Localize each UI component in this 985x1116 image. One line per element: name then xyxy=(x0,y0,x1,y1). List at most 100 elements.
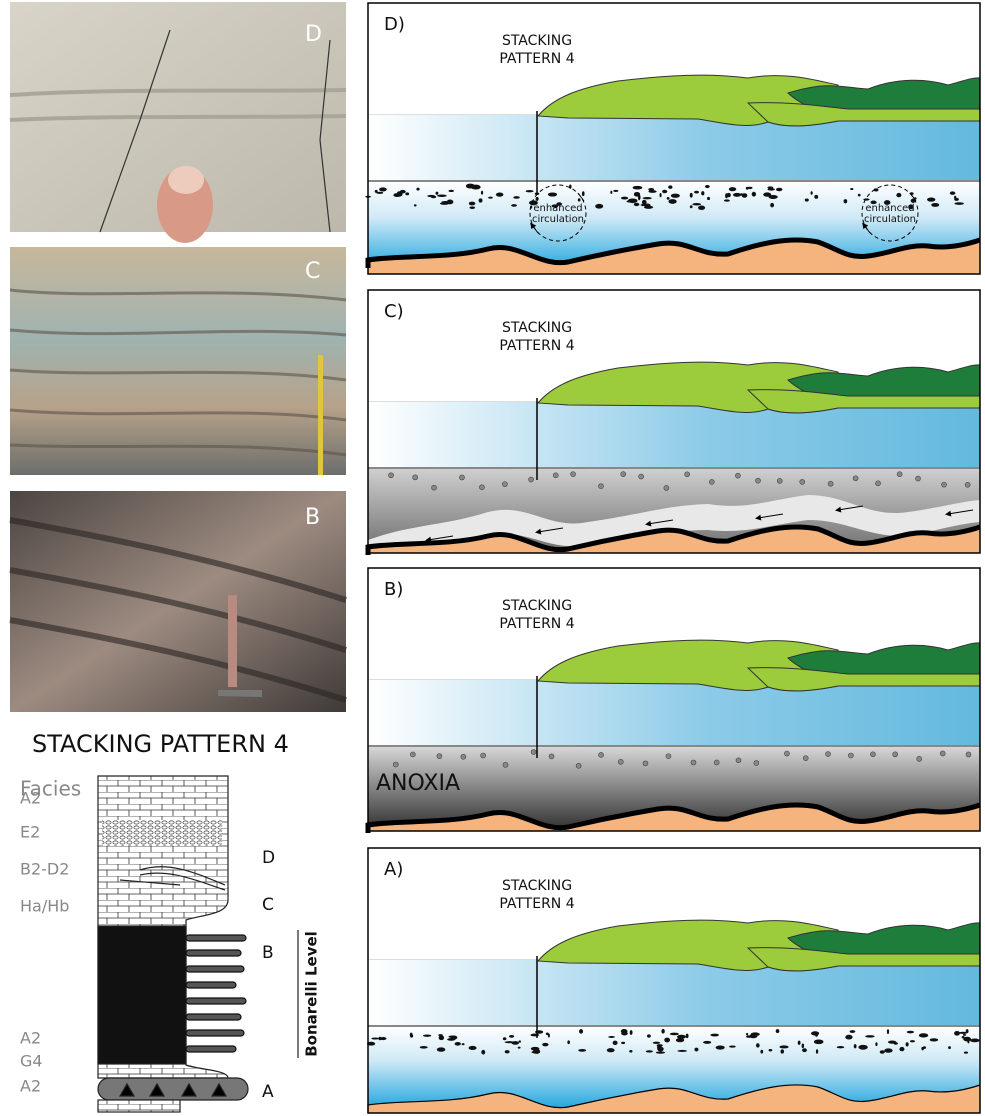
speck xyxy=(581,191,585,197)
particle xyxy=(575,762,582,769)
particle xyxy=(713,759,720,766)
speck xyxy=(887,1040,897,1044)
speck xyxy=(705,184,710,189)
column-title: STACKING PATTERN 4 xyxy=(32,730,289,758)
speck xyxy=(843,199,848,204)
speck xyxy=(655,1051,666,1054)
facies-heading: Facies xyxy=(20,777,81,801)
speck xyxy=(427,194,436,198)
speck xyxy=(954,202,964,205)
facies-label: A2 xyxy=(20,1077,41,1096)
panel-frame xyxy=(367,289,981,554)
speck xyxy=(749,1034,758,1039)
speck xyxy=(662,189,668,194)
speck xyxy=(948,1046,951,1050)
speck xyxy=(685,1033,689,1039)
speck xyxy=(480,190,484,195)
speck xyxy=(896,192,902,198)
level-label: B xyxy=(262,943,274,963)
speck xyxy=(768,194,778,199)
photo-label: C xyxy=(305,259,320,284)
particle xyxy=(459,474,465,481)
speck xyxy=(858,1044,868,1050)
speck xyxy=(779,1045,789,1049)
speck xyxy=(379,187,387,192)
particle xyxy=(460,753,467,760)
speck xyxy=(922,1046,927,1049)
speck xyxy=(469,206,476,210)
speck xyxy=(413,204,417,207)
speck xyxy=(802,1048,807,1053)
speck xyxy=(703,1040,712,1044)
speck xyxy=(797,1040,801,1045)
speck xyxy=(465,183,475,189)
speck xyxy=(509,1035,515,1038)
panel: C) STACKING PATTERN 4 xyxy=(365,289,981,555)
speck xyxy=(732,192,742,197)
circulation-arrow xyxy=(532,192,585,234)
speck xyxy=(863,198,870,201)
speck xyxy=(419,1046,428,1049)
speck xyxy=(883,200,891,205)
speck xyxy=(815,1049,819,1054)
speck xyxy=(931,202,940,207)
speck xyxy=(502,1037,507,1041)
speck xyxy=(438,1034,443,1037)
speck xyxy=(632,185,643,190)
stacking-label: STACKING xyxy=(502,33,572,49)
speck xyxy=(629,1049,633,1053)
stacking-label: STACKING xyxy=(502,320,572,336)
speck xyxy=(918,1033,929,1038)
speck xyxy=(849,1030,856,1033)
bottom-current xyxy=(368,495,980,555)
particle xyxy=(776,478,783,484)
speck xyxy=(641,199,647,205)
speck xyxy=(481,1049,486,1055)
speck xyxy=(556,202,563,206)
seafloor xyxy=(365,802,981,833)
speck xyxy=(689,205,693,209)
speck xyxy=(836,1046,845,1049)
speck xyxy=(545,1032,549,1035)
speck xyxy=(747,186,753,190)
speck xyxy=(970,1038,980,1043)
particle xyxy=(892,751,898,758)
particle xyxy=(852,475,859,482)
flow-arrow xyxy=(425,535,454,543)
speck xyxy=(645,1050,653,1053)
circulation-arrow xyxy=(864,192,917,234)
speck xyxy=(612,1040,618,1046)
speck xyxy=(446,199,454,205)
basement xyxy=(368,239,980,274)
speck xyxy=(513,196,520,199)
particle xyxy=(665,753,672,759)
speck xyxy=(613,189,619,192)
speck xyxy=(698,205,706,211)
speck xyxy=(367,1041,376,1046)
speck xyxy=(962,1033,966,1036)
speck xyxy=(504,1041,515,1044)
speck xyxy=(751,191,757,197)
speck xyxy=(814,194,819,199)
stacking-label: STACKING xyxy=(502,598,572,614)
particle xyxy=(753,760,760,766)
speck xyxy=(495,192,504,197)
speck xyxy=(606,1048,615,1053)
particle xyxy=(528,476,534,483)
speck xyxy=(461,1043,465,1046)
speck xyxy=(710,1033,720,1037)
speck xyxy=(689,192,693,198)
speck xyxy=(638,195,641,201)
speck xyxy=(621,1041,626,1045)
particle xyxy=(965,751,972,758)
speck xyxy=(620,196,629,200)
particle xyxy=(827,480,834,487)
speck xyxy=(870,200,877,205)
particle xyxy=(916,756,923,762)
speck xyxy=(530,1046,540,1051)
particle xyxy=(638,473,644,480)
speck xyxy=(661,1028,665,1034)
speck xyxy=(954,1030,960,1036)
water xyxy=(368,115,980,181)
